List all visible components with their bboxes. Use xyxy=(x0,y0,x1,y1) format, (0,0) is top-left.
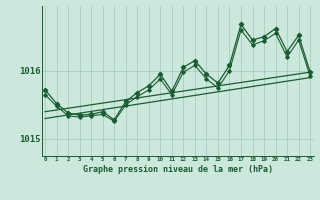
X-axis label: Graphe pression niveau de la mer (hPa): Graphe pression niveau de la mer (hPa) xyxy=(83,165,273,174)
